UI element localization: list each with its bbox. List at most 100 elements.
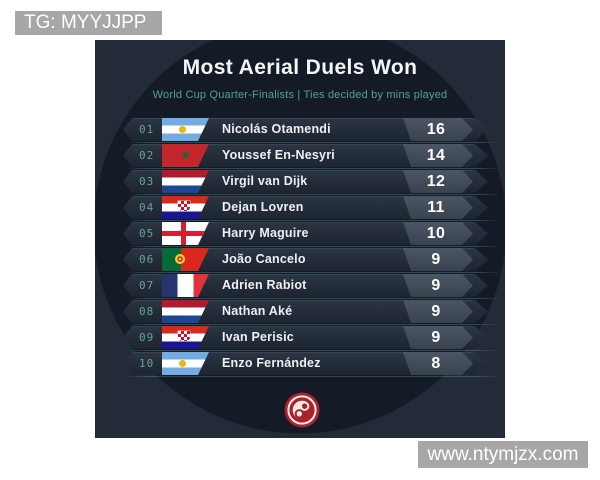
value-chip: 8	[403, 352, 473, 375]
armillary-emblem-icon	[175, 254, 185, 264]
rank-label: 07	[139, 279, 155, 292]
rank-label: 10	[139, 357, 155, 370]
croatia-flag-icon	[162, 326, 209, 349]
checkerboard-crest-icon	[178, 201, 190, 211]
value-label: 10	[426, 224, 446, 242]
rank-label: 05	[139, 227, 155, 240]
table-row: 8 10 Enzo Fernández	[123, 352, 488, 375]
france-flag-icon	[162, 274, 209, 297]
row-divider	[125, 272, 502, 273]
row-bar-highlight	[133, 170, 472, 171]
row-divider	[125, 350, 502, 351]
rank-label: 06	[139, 253, 155, 266]
value-label: 16	[426, 120, 446, 138]
value-chip: 11	[403, 196, 473, 219]
netherlands-flag-icon	[162, 170, 209, 193]
player-name: Harry Maguire	[222, 226, 309, 240]
stats-card: Most Aerial Duels Won World Cup Quarter-…	[95, 40, 505, 438]
row-bar-highlight	[133, 300, 472, 301]
row-bar: 8 10 Enzo Fernández	[123, 352, 488, 375]
table-row: 11 04 Dejan Lovren	[123, 196, 488, 219]
value-chip: 14	[403, 144, 473, 167]
row-bar-highlight	[133, 326, 472, 327]
value-chip: 9	[403, 248, 473, 271]
player-name: João Cancelo	[222, 252, 306, 266]
row-bar-highlight	[133, 196, 472, 197]
row-bar: 12 03 Virgil van Dijk	[123, 170, 488, 193]
player-name: Enzo Fernández	[222, 356, 321, 370]
row-bar-highlight	[133, 118, 472, 119]
sun-icon	[179, 360, 186, 367]
player-name: Nicolás Otamendi	[222, 122, 331, 136]
argentina-flag-icon	[162, 118, 209, 141]
netherlands-flag-icon	[162, 300, 209, 323]
table-row: 9 06 João Cancelo	[123, 248, 488, 271]
row-divider	[125, 142, 502, 143]
value-label: 14	[426, 146, 446, 164]
player-name: Youssef En-Nesyri	[222, 148, 335, 162]
table-row: 9 07 Adrien Rabiot	[123, 274, 488, 297]
table-row: 16 01 Nicolás Otamendi	[123, 118, 488, 141]
row-bar: 9 08 Nathan Aké	[123, 300, 488, 323]
player-name: Ivan Perisic	[222, 330, 294, 344]
value-label: 9	[431, 302, 441, 320]
row-bar-highlight	[133, 248, 472, 249]
row-bar-highlight	[133, 222, 472, 223]
value-label: 12	[426, 172, 446, 190]
value-chip: 12	[403, 170, 473, 193]
morocco-flag-icon: ★	[162, 144, 209, 167]
row-bar-highlight	[133, 144, 472, 145]
table-row: 14 02 ★ Youssef En-Nesyri	[123, 144, 488, 167]
row-bar: 14 02 ★ Youssef En-Nesyri	[123, 144, 488, 167]
rank-label: 08	[139, 305, 155, 318]
value-chip: 9	[403, 326, 473, 349]
player-name: Nathan Aké	[222, 304, 293, 318]
row-divider	[125, 376, 502, 377]
row-bar: 16 01 Nicolás Otamendi	[123, 118, 488, 141]
star-icon: ★	[179, 147, 192, 162]
row-divider	[125, 246, 502, 247]
value-chip: 10	[403, 222, 473, 245]
england-flag-icon	[162, 222, 209, 245]
rank-label: 03	[139, 175, 155, 188]
table-row: 9 08 Nathan Aké	[123, 300, 488, 323]
argentina-flag-icon	[162, 352, 209, 375]
row-bar-highlight	[133, 274, 472, 275]
rank-label: 01	[139, 123, 155, 136]
telegram-watermark: TG: MYYJJPP	[15, 11, 162, 35]
row-divider	[125, 298, 502, 299]
rank-label: 02	[139, 149, 155, 162]
table-row: 9 09 Ivan Perisic	[123, 326, 488, 349]
sun-icon	[179, 126, 186, 133]
page-subtitle: World Cup Quarter-Finalists | Ties decid…	[152, 89, 448, 101]
value-label: 11	[427, 198, 445, 216]
rank-label: 04	[139, 201, 155, 214]
row-bar: 9 09 Ivan Perisic	[123, 326, 488, 349]
value-label: 9	[431, 250, 441, 268]
portugal-flag-icon	[162, 248, 209, 271]
row-divider	[125, 194, 502, 195]
value-label: 9	[431, 276, 441, 294]
website-watermark: www.ntymjzx.com	[418, 441, 588, 468]
row-bar: 9 07 Adrien Rabiot	[123, 274, 488, 297]
rank-label: 09	[139, 331, 155, 344]
value-label: 9	[431, 328, 441, 346]
value-chip: 9	[403, 300, 473, 323]
website-watermark-text: www.ntymjzx.com	[427, 443, 579, 465]
checkerboard-crest-icon	[178, 331, 190, 341]
croatia-flag-icon	[162, 196, 209, 219]
telegram-watermark-text: TG: MYYJJPP	[24, 12, 147, 33]
value-chip: 9	[403, 274, 473, 297]
row-bar: 11 04 Dejan Lovren	[123, 196, 488, 219]
table-row: 12 03 Virgil van Dijk	[123, 170, 488, 193]
player-name: Virgil van Dijk	[222, 174, 308, 188]
player-name: Adrien Rabiot	[222, 278, 307, 292]
row-bar: 9 06 João Cancelo	[123, 248, 488, 271]
player-name: Dejan Lovren	[222, 200, 304, 214]
row-divider	[125, 324, 502, 325]
ranking-list: 16 01 Nicolás Otamendi 14 02 ★ Youssef En-Nesy…	[95, 40, 505, 438]
row-bar: 10 05 Harry Maguire	[123, 222, 488, 245]
row-divider	[125, 220, 502, 221]
page-title: Most Aerial Duels Won	[182, 56, 418, 79]
